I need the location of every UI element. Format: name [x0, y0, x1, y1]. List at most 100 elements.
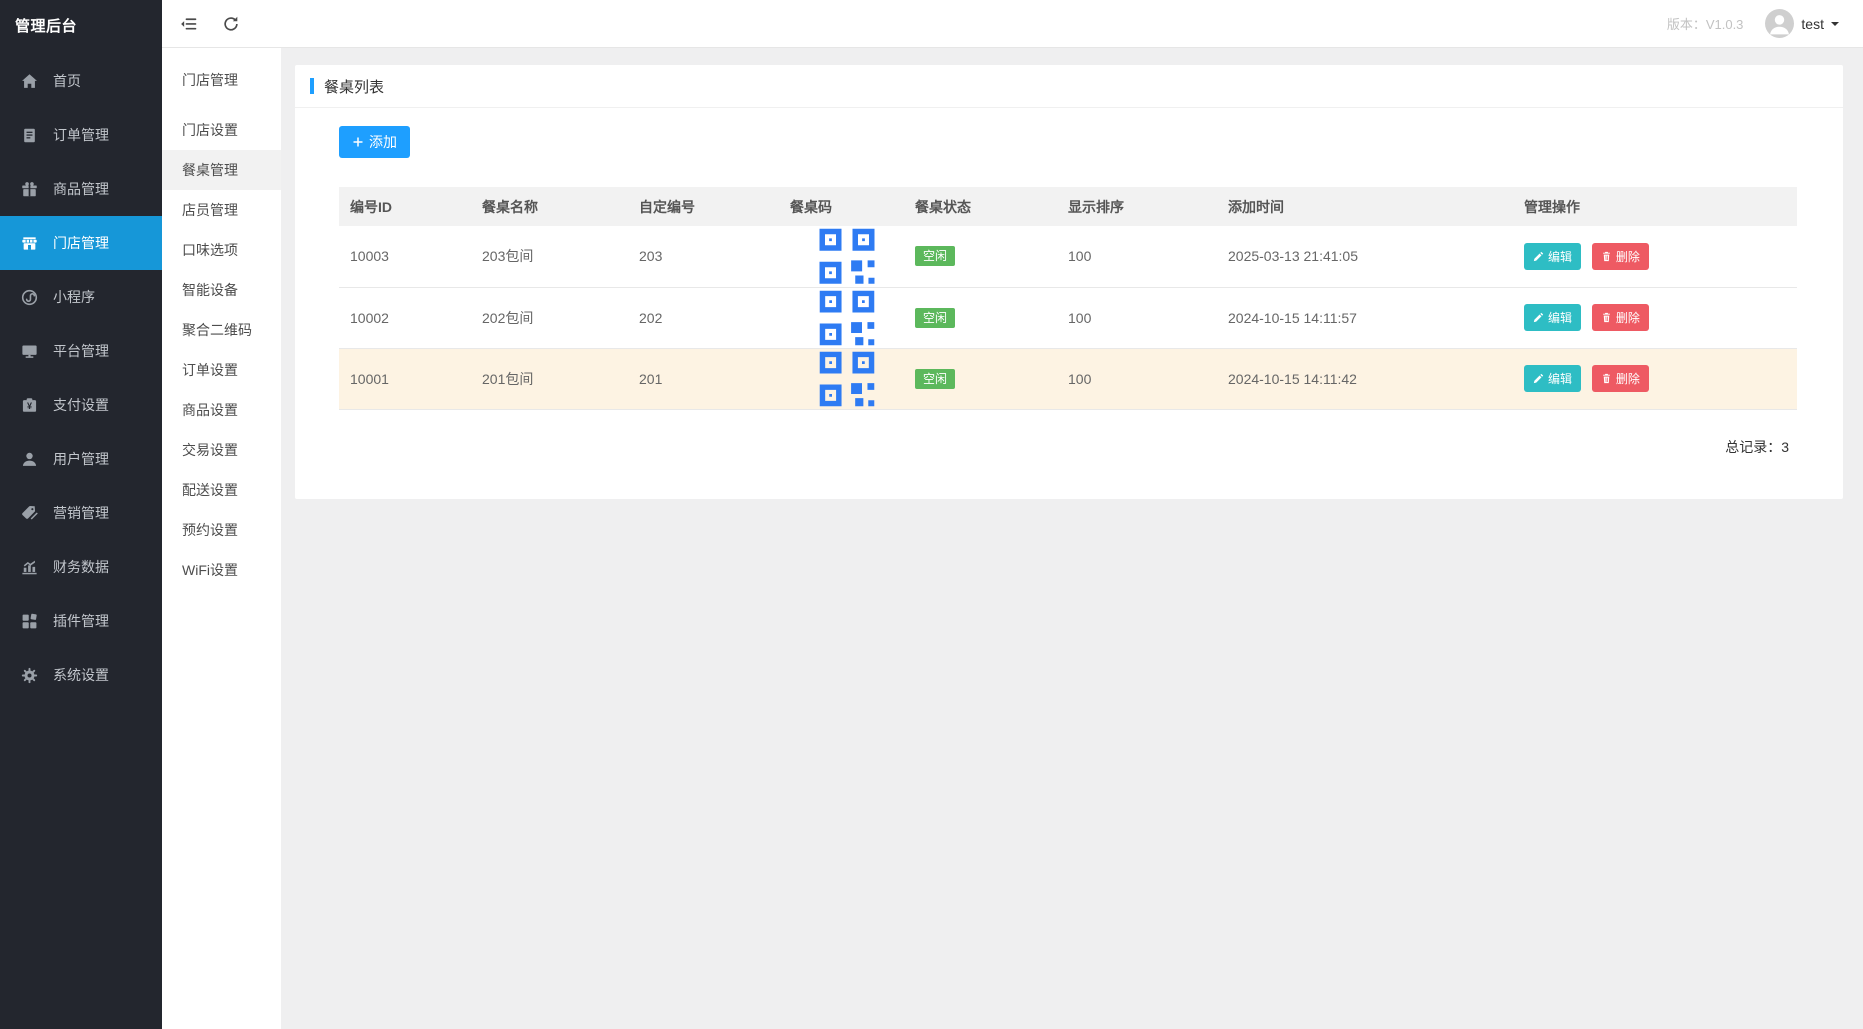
- sidebar-item-label: 平台管理: [53, 343, 109, 359]
- payment-icon: ¥: [21, 397, 38, 414]
- col-header-time: 添加时间: [1228, 198, 1284, 215]
- primary-sidebar: 管理后台 首页 订单管理 商品管理 门店管理 小程序 平台管理: [0, 0, 162, 1029]
- user-menu[interactable]: test: [1765, 9, 1839, 38]
- main-content: 餐桌列表 添加 编号ID 餐桌名称 自定编号: [281, 48, 1863, 1029]
- sidebar-item-label: 插件管理: [53, 613, 109, 629]
- cell-name: 201包间: [471, 348, 628, 410]
- col-header-sort: 显示排序: [1068, 198, 1124, 215]
- edit-button[interactable]: 编辑: [1524, 242, 1582, 270]
- refresh-icon[interactable]: [222, 15, 240, 33]
- qrcode-icon[interactable]: [790, 349, 904, 409]
- miniprogram-icon: [21, 289, 38, 306]
- total-records: 总记录：3: [1725, 438, 1789, 455]
- submenu-item-goods-settings[interactable]: 商品设置: [182, 402, 238, 418]
- chart-icon: [21, 559, 38, 576]
- sidebar-item-label: 用户管理: [53, 451, 109, 467]
- submenu-item-order-settings[interactable]: 订单设置: [182, 362, 238, 378]
- submenu-item-delivery-settings[interactable]: 配送设置: [182, 482, 238, 498]
- sidebar-item-label: 订单管理: [53, 127, 109, 143]
- edit-button[interactable]: 编辑: [1524, 304, 1582, 331]
- avatar: [1765, 9, 1795, 38]
- gear-icon: [21, 667, 38, 684]
- sidebar-item-home[interactable]: 首页: [0, 54, 162, 108]
- sidebar-item-label: 门店管理: [53, 235, 109, 251]
- col-header-name: 餐桌名称: [482, 198, 538, 215]
- page-title: 餐桌列表: [324, 78, 385, 96]
- svg-text:¥: ¥: [27, 400, 32, 410]
- plus-icon: [352, 136, 364, 148]
- trash-icon: [1601, 251, 1612, 262]
- qrcode-icon[interactable]: [790, 288, 904, 348]
- qrcode-icon[interactable]: [790, 226, 904, 287]
- sidebar-item-miniprogram[interactable]: 小程序: [0, 270, 162, 324]
- orders-icon: [21, 127, 38, 144]
- submenu-item-reservation-settings[interactable]: 预约设置: [182, 522, 238, 538]
- gift-icon: [21, 181, 38, 198]
- sidebar-item-label: 小程序: [53, 289, 95, 305]
- status-badge: 空闲: [915, 307, 956, 328]
- submenu-item-table-management[interactable]: 餐桌管理: [162, 150, 281, 190]
- delete-button[interactable]: 删除: [1591, 304, 1649, 331]
- card-body: 添加 编号ID 餐桌名称 自定编号 餐桌码 餐桌状态 显示排序 添加时间: [295, 108, 1843, 457]
- edit-button[interactable]: 编辑: [1524, 365, 1582, 392]
- delete-button-label: 删除: [1615, 372, 1640, 386]
- cell-code: 202: [628, 287, 779, 349]
- sidebar-item-users[interactable]: 用户管理: [0, 432, 162, 486]
- sidebar-item-label: 财务数据: [53, 559, 109, 575]
- card-header: 餐桌列表: [295, 65, 1843, 108]
- status-badge: 空闲: [915, 368, 956, 389]
- col-header-id: 编号ID: [350, 198, 392, 215]
- submenu-item-store-settings[interactable]: 门店设置: [182, 122, 238, 138]
- delete-button[interactable]: 删除: [1591, 365, 1649, 392]
- cell-name: 203包间: [471, 226, 628, 288]
- submenu-item-trade-settings[interactable]: 交易设置: [182, 442, 238, 458]
- submenu-title[interactable]: 门店管理: [182, 72, 238, 88]
- tables-table: 编号ID 餐桌名称 自定编号 餐桌码 餐桌状态 显示排序 添加时间 管理操作 1…: [339, 187, 1797, 410]
- sidebar-item-orders[interactable]: 订单管理: [0, 108, 162, 162]
- submenu-item-staff-management[interactable]: 店员管理: [182, 202, 238, 218]
- sidebar-item-goods[interactable]: 商品管理: [0, 162, 162, 216]
- cell-time: 2024-10-15 14:11:57: [1217, 287, 1513, 349]
- submenu-item-smart-devices[interactable]: 智能设备: [182, 282, 238, 298]
- delete-button-label: 删除: [1615, 249, 1640, 264]
- cell-sort: 100: [1057, 226, 1217, 288]
- edit-button-label: 编辑: [1548, 249, 1573, 264]
- table-header-row: 编号ID 餐桌名称 自定编号 餐桌码 餐桌状态 显示排序 添加时间 管理操作: [339, 187, 1797, 226]
- collapse-sidebar-icon[interactable]: [180, 15, 198, 33]
- sidebar-item-label: 支付设置: [53, 397, 109, 413]
- sidebar-item-marketing[interactable]: 营销管理: [0, 486, 162, 540]
- sidebar-item-platform[interactable]: 平台管理: [0, 324, 162, 378]
- trash-icon: [1601, 373, 1612, 384]
- sidebar-item-plugins[interactable]: 插件管理: [0, 594, 162, 648]
- cell-time: 2024-10-15 14:11:42: [1217, 348, 1513, 410]
- sidebar-item-finance[interactable]: 财务数据: [0, 540, 162, 594]
- edit-button-label: 编辑: [1548, 372, 1573, 386]
- submenu-item-wifi-settings[interactable]: WiFi设置: [182, 562, 238, 578]
- table-row: 10003 203包间 203 空闲 100 2025-03-13 21:41:…: [339, 226, 1797, 288]
- user-icon: [21, 451, 38, 468]
- delete-button[interactable]: 删除: [1591, 242, 1649, 270]
- chevron-down-icon: [1831, 21, 1839, 30]
- cell-code: 201: [628, 348, 779, 410]
- version-label: 版本：V1.0.3: [1666, 17, 1744, 32]
- pencil-icon: [1533, 312, 1544, 323]
- delete-button-label: 删除: [1615, 311, 1640, 325]
- add-button[interactable]: 添加: [339, 126, 410, 158]
- top-bar: 版本：V1.0.3 test: [162, 0, 1863, 48]
- table-row: 10001 201包间 201 空闲 100 2024-10-15 14:11:…: [339, 348, 1797, 410]
- edit-button-label: 编辑: [1548, 311, 1573, 325]
- sidebar-item-settings[interactable]: 系统设置: [0, 648, 162, 702]
- cell-sort: 100: [1057, 287, 1217, 349]
- storefront-icon: [21, 235, 38, 252]
- cell-code: 203: [628, 226, 779, 288]
- home-icon: [21, 73, 38, 90]
- cell-id: 10003: [339, 226, 471, 288]
- title-accent-bar: [310, 78, 314, 94]
- submenu-item-flavor-options[interactable]: 口味选项: [182, 242, 238, 258]
- sidebar-item-label: 首页: [53, 73, 81, 89]
- sidebar-item-store[interactable]: 门店管理: [0, 216, 162, 270]
- col-header-code: 自定编号: [639, 198, 695, 215]
- sidebar-item-payment[interactable]: ¥ 支付设置: [0, 378, 162, 432]
- add-button-label: 添加: [369, 134, 397, 150]
- submenu-item-aggregate-qrcode[interactable]: 聚合二维码: [182, 322, 252, 338]
